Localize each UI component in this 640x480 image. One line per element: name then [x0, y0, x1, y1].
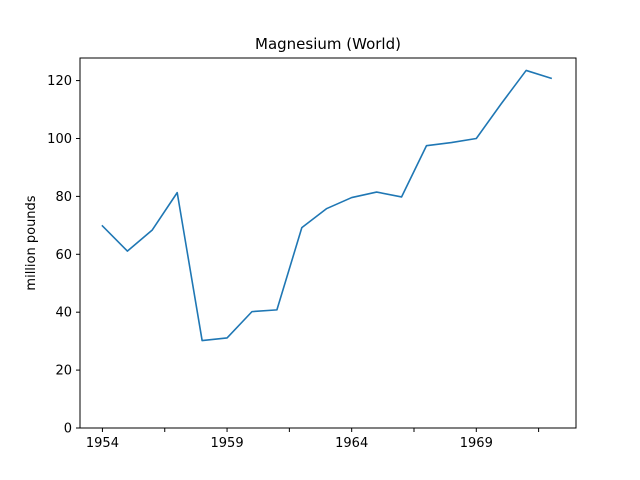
x-tick-label: 1969 — [460, 436, 493, 451]
y-axis-label: million pounds — [24, 195, 39, 290]
series-layer — [101, 69, 553, 342]
y-tick-label: 60 — [55, 248, 72, 263]
x-tick-label: 1964 — [335, 436, 368, 451]
plot-area-frame — [79, 57, 577, 429]
x-tick-label: 1954 — [86, 436, 119, 451]
y-tick-label: 20 — [55, 364, 72, 379]
y-tick-label: 0 — [64, 422, 72, 437]
x-tick-label: 1959 — [211, 436, 244, 451]
y-tick-label: 120 — [47, 74, 72, 89]
x-axis: 1954 1959 1964 1969 — [86, 428, 540, 451]
y-tick-label: 100 — [47, 132, 72, 147]
chart-title: Magnesium (World) — [255, 35, 401, 53]
y-axis: 0 20 40 60 80 100 120 — [47, 74, 80, 437]
series-line — [101, 69, 553, 342]
y-tick-label: 80 — [55, 190, 72, 205]
y-tick-label: 40 — [55, 306, 72, 321]
